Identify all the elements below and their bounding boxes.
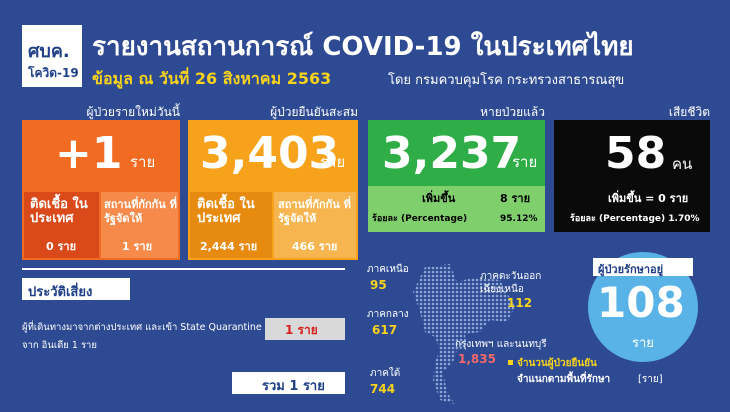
region-name: ภาคกลาง [367,309,409,320]
region-name: ภาคใต้ [370,368,401,379]
detail-label: ติดเชื้อ ในประเทศ [197,197,255,226]
card-label: ผู้ป่วยรายใหม่วันนี้ [86,105,180,119]
detail-label: สถานที่กักกัน ที่รัฐจัดให้ [104,198,177,225]
risk-value-box [265,318,345,340]
card-value: +1 [55,128,123,179]
detail-value: 466 ราย [292,240,338,253]
detail-box [101,192,178,258]
risk-note: จาก อินเดีย 1 ราย [22,340,97,351]
logo-subtitle: โควิด-19 [28,66,79,80]
risk-item: ผู้ที่เดินทางมาจากต่างประเทศ และเข้า Sta… [22,322,262,333]
treatment-value: 108 [597,278,685,327]
card-value: 58 [605,128,667,179]
date: ข้อมูล ณ วันที่ 26 สิงหาคม 2563 [92,69,332,88]
logo [22,25,82,87]
risk-total-box [232,372,345,394]
treatment-label-box [593,258,693,276]
detail-box [368,186,545,232]
treatment-label: ผู้ป่วยรักษาอยู่ [598,263,664,276]
detail-value: 0 ราย [46,240,77,253]
card-unit: คน [672,155,693,173]
detail-label: ร้อยละ (Percentage) 1.70% [570,214,700,224]
region-value: 744 [370,382,396,396]
detail-label: ติดเชื้อ ในประเทศ [30,197,88,226]
source: โดย กรมควบคุมโรค กระทรวงสาธารณสุข [388,73,625,88]
card [554,120,710,232]
detail-label: เพิ่มขึ้น = 0 ราย [608,192,689,205]
detail-value: 8 ราย [500,192,531,205]
risk-header-box [22,278,130,300]
card-label: ผู้ป่วยยืนยันสะสม [270,105,358,119]
card-unit: ราย [512,153,538,171]
detail-value: 95.12% [500,214,538,224]
detail-box [274,192,356,258]
detail-label: เพิ่มขึ้น [422,192,456,205]
region-value: 1,835 [458,352,496,366]
title: รายงานสถานการณ์ COVID-19 ในประเทศไทย [92,32,634,62]
risk-total: รวม 1 ราย [262,379,325,394]
legend-line: จำนวนผู้ป่วยยืนยัน [517,358,597,369]
map-shape [413,264,515,404]
legend-unit: [ราย] [638,374,663,385]
card-label: หายป่วยแล้ว [480,105,545,119]
detail-value: 2,444 ราย [200,240,258,253]
card-unit: ราย [130,153,156,171]
logo-title: ศบค. [28,41,70,62]
detail-box [24,192,99,258]
detail-label: สถานที่กักกัน ที่รัฐจัดให้ [278,198,351,225]
map [413,264,515,404]
legend-marker [508,360,513,365]
legend-line: จำแนกตามพื้นที่รักษา [517,374,611,385]
treatment-unit: ราย [632,336,654,351]
card-label: เสียชีวิต [668,105,710,119]
detail-label: ร้อยละ (Percentage) [372,214,468,224]
region-name: กรุงเทพฯ และนนทบุรี [455,339,547,350]
detail-box [190,192,272,258]
card-unit: ราย [320,153,346,171]
region-name: ภาคเหนือ [367,264,409,275]
divider [22,268,345,270]
risk-value: 1 ราย [285,323,318,337]
region-value: 112 [507,296,533,310]
region-value: 95 [370,278,387,292]
card-value: 3,403 [200,128,340,179]
region-name: ภาคตะวันออกเฉียงเหนือ [480,271,542,295]
risk-title: ประวัติเสี่ยง [28,285,93,300]
card-value: 3,237 [382,128,522,179]
region-value: 617 [372,323,398,337]
detail-value: 1 ราย [122,240,153,253]
